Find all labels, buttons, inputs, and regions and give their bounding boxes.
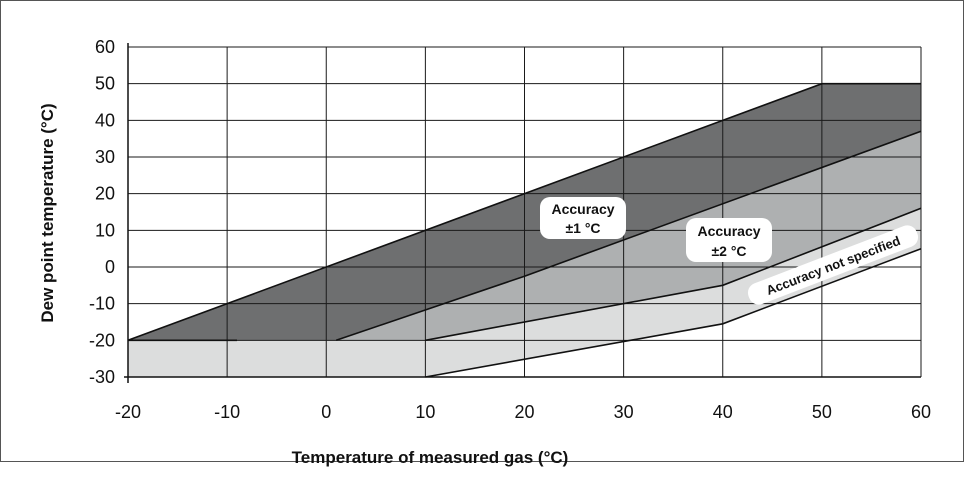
x-tick-label: 30 <box>614 402 634 422</box>
accuracy-1-line2: ±1 °C <box>565 220 600 236</box>
region-2 <box>336 131 921 341</box>
boundary-lines-layer <box>127 82 922 378</box>
x-tick-label: 10 <box>415 402 435 422</box>
x-tick-label: -10 <box>214 402 240 422</box>
boundary-accuracy-2-lower <box>425 207 922 342</box>
y-tick-label: 40 <box>95 110 115 130</box>
x-axis-label: Temperature of measured gas (°C) <box>292 448 569 467</box>
boundary-not-specified-lower <box>425 247 922 378</box>
accuracy-2-line1: Accuracy <box>697 223 760 239</box>
y-tick-label: -10 <box>89 294 115 314</box>
accuracy-2-annotation: Accuracy ±2 °C <box>686 218 772 262</box>
boundary-accuracy-1-lower <box>335 130 922 342</box>
region-3 <box>425 208 921 377</box>
y-tick-label: 50 <box>95 74 115 94</box>
axes-layer <box>124 43 921 383</box>
x-tick-label: 0 <box>321 402 331 422</box>
x-tick-label: 50 <box>812 402 832 422</box>
boundary-upper <box>127 82 921 342</box>
accuracy-1-line1: Accuracy <box>551 201 614 217</box>
y-tick-label: 20 <box>95 184 115 204</box>
region-4 <box>128 340 426 377</box>
x-tick-label: 60 <box>911 402 931 422</box>
chart-frame <box>0 0 964 462</box>
x-tick-label: -20 <box>115 402 141 422</box>
y-tick-label: -20 <box>89 330 115 350</box>
x-tick-label: 40 <box>713 402 733 422</box>
accuracy-2-line2: ±2 °C <box>711 243 746 259</box>
y-tick-label: 0 <box>105 257 115 277</box>
y-axis-label: Dew point temperature (°C) <box>38 103 57 322</box>
tick-labels-layer: -20 -10 0 10 20 30 40 50 606050403020100-10-20-3… <box>89 37 931 422</box>
y-tick-label: 30 <box>95 147 115 167</box>
x-tick-label: 20 <box>514 402 534 422</box>
y-tick-label: -30 <box>89 367 115 387</box>
y-tick-label: 10 <box>95 220 115 240</box>
y-tick-label: 60 <box>95 37 115 57</box>
accuracy-1-annotation: Accuracy ±1 °C <box>540 197 626 239</box>
